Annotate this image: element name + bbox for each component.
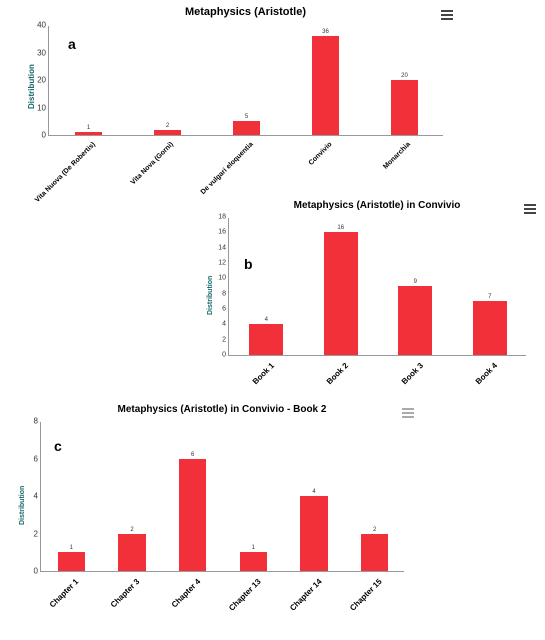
xtick-label: Monarchia bbox=[383, 141, 413, 171]
ytick-label: 20 bbox=[37, 76, 49, 85]
bar[interactable]: 7 bbox=[473, 301, 507, 355]
ytick-label: 12 bbox=[218, 260, 229, 267]
ytick-label: 14 bbox=[218, 244, 229, 251]
chart-b: Metaphysics (Aristotle) in Convivio b Di… bbox=[198, 198, 538, 398]
chart-c-ylabel: Distribution bbox=[19, 486, 26, 525]
ytick-label: 30 bbox=[37, 48, 49, 57]
xtick-label: De vulgari eloquentia bbox=[199, 141, 254, 196]
ytick-label: 0 bbox=[34, 567, 41, 576]
chart-a: Metaphysics (Aristotle) a Distribution 0… bbox=[10, 4, 455, 194]
bar-value-label: 2 bbox=[166, 123, 169, 129]
bar[interactable]: 2 bbox=[118, 534, 145, 572]
bar[interactable]: 20 bbox=[391, 80, 417, 135]
bar-value-label: 9 bbox=[414, 279, 417, 285]
ytick-label: 6 bbox=[34, 454, 41, 463]
xtick-label: Book 3 bbox=[399, 361, 424, 386]
bar-value-label: 4 bbox=[265, 317, 268, 323]
bar[interactable]: 4 bbox=[249, 324, 283, 355]
xtick-label: Book 2 bbox=[325, 361, 350, 386]
bar-value-label: 36 bbox=[322, 29, 329, 35]
ytick-label: 8 bbox=[34, 417, 41, 426]
bar-value-label: 20 bbox=[401, 73, 408, 79]
ytick-label: 10 bbox=[37, 103, 49, 112]
ytick-label: 4 bbox=[34, 492, 41, 501]
bar-value-label: 7 bbox=[488, 294, 491, 300]
bar-value-label: 2 bbox=[130, 527, 133, 533]
bar-value-label: 1 bbox=[70, 545, 73, 551]
bar-value-label: 16 bbox=[337, 225, 344, 231]
bar[interactable]: 2 bbox=[154, 130, 180, 136]
bar[interactable]: 5 bbox=[233, 121, 259, 135]
bar-value-label: 6 bbox=[191, 452, 194, 458]
xtick-label: Chapter 1 bbox=[48, 577, 80, 609]
bar[interactable]: 36 bbox=[312, 36, 338, 135]
menu-icon[interactable] bbox=[402, 408, 414, 418]
chart-a-plot: Distribution 0102030401Vita Nuova (De Ro… bbox=[48, 26, 443, 136]
bar[interactable]: 16 bbox=[324, 232, 358, 355]
chart-b-ylabel: Distribution bbox=[207, 276, 214, 315]
xtick-label: Chapter 4 bbox=[170, 577, 202, 609]
ytick-label: 10 bbox=[218, 275, 229, 282]
ytick-label: 4 bbox=[222, 321, 229, 328]
ytick-label: 40 bbox=[37, 21, 49, 30]
bar[interactable]: 1 bbox=[75, 132, 101, 135]
ytick-label: 16 bbox=[218, 229, 229, 236]
chart-a-ylabel: Distribution bbox=[27, 64, 36, 109]
bar-value-label: 1 bbox=[252, 545, 255, 551]
ytick-label: 2 bbox=[34, 529, 41, 538]
bar-value-label: 4 bbox=[312, 489, 315, 495]
xtick-label: Chapter 14 bbox=[288, 577, 324, 613]
bar[interactable]: 6 bbox=[179, 459, 206, 572]
bar[interactable]: 2 bbox=[361, 534, 388, 572]
ytick-label: 6 bbox=[222, 306, 229, 313]
bar-value-label: 1 bbox=[87, 125, 90, 131]
ytick-label: 0 bbox=[222, 352, 229, 359]
xtick-label: Chapter 13 bbox=[227, 577, 263, 613]
chart-b-title: Metaphysics (Aristotle) in Convivio bbox=[228, 200, 526, 211]
xtick-label: Book 1 bbox=[250, 361, 275, 386]
bar[interactable]: 1 bbox=[240, 552, 267, 571]
chart-a-title: Metaphysics (Aristotle) bbox=[48, 6, 443, 18]
chart-c-plot: Distribution 024681Chapter 12Chapter 36C… bbox=[40, 422, 404, 572]
menu-icon[interactable] bbox=[441, 10, 453, 20]
bar[interactable]: 4 bbox=[300, 496, 327, 571]
xtick-label: Convivio bbox=[308, 141, 334, 167]
ytick-label: 2 bbox=[222, 336, 229, 343]
ytick-label: 18 bbox=[218, 214, 229, 221]
xtick-label: Chapter 3 bbox=[109, 577, 141, 609]
chart-c: Metaphysics (Aristotle) in Convivio - Bo… bbox=[8, 402, 416, 632]
bar-value-label: 5 bbox=[245, 114, 248, 120]
bar[interactable]: 9 bbox=[398, 286, 432, 355]
xtick-label: Chapter 15 bbox=[348, 577, 384, 613]
bar-value-label: 2 bbox=[373, 527, 376, 533]
xtick-label: Vita Nuova (De Robertis) bbox=[34, 141, 97, 204]
chart-b-plot: Distribution 0246810121416184Book 116Boo… bbox=[228, 218, 526, 356]
ytick-label: 8 bbox=[222, 290, 229, 297]
xtick-label: Book 4 bbox=[474, 361, 499, 386]
menu-icon[interactable] bbox=[524, 204, 536, 214]
xtick-label: Vita Nova (Gorni) bbox=[130, 141, 175, 186]
ytick-label: 0 bbox=[42, 131, 49, 140]
bar[interactable]: 1 bbox=[58, 552, 85, 571]
chart-c-title: Metaphysics (Aristotle) in Convivio - Bo… bbox=[40, 404, 404, 415]
